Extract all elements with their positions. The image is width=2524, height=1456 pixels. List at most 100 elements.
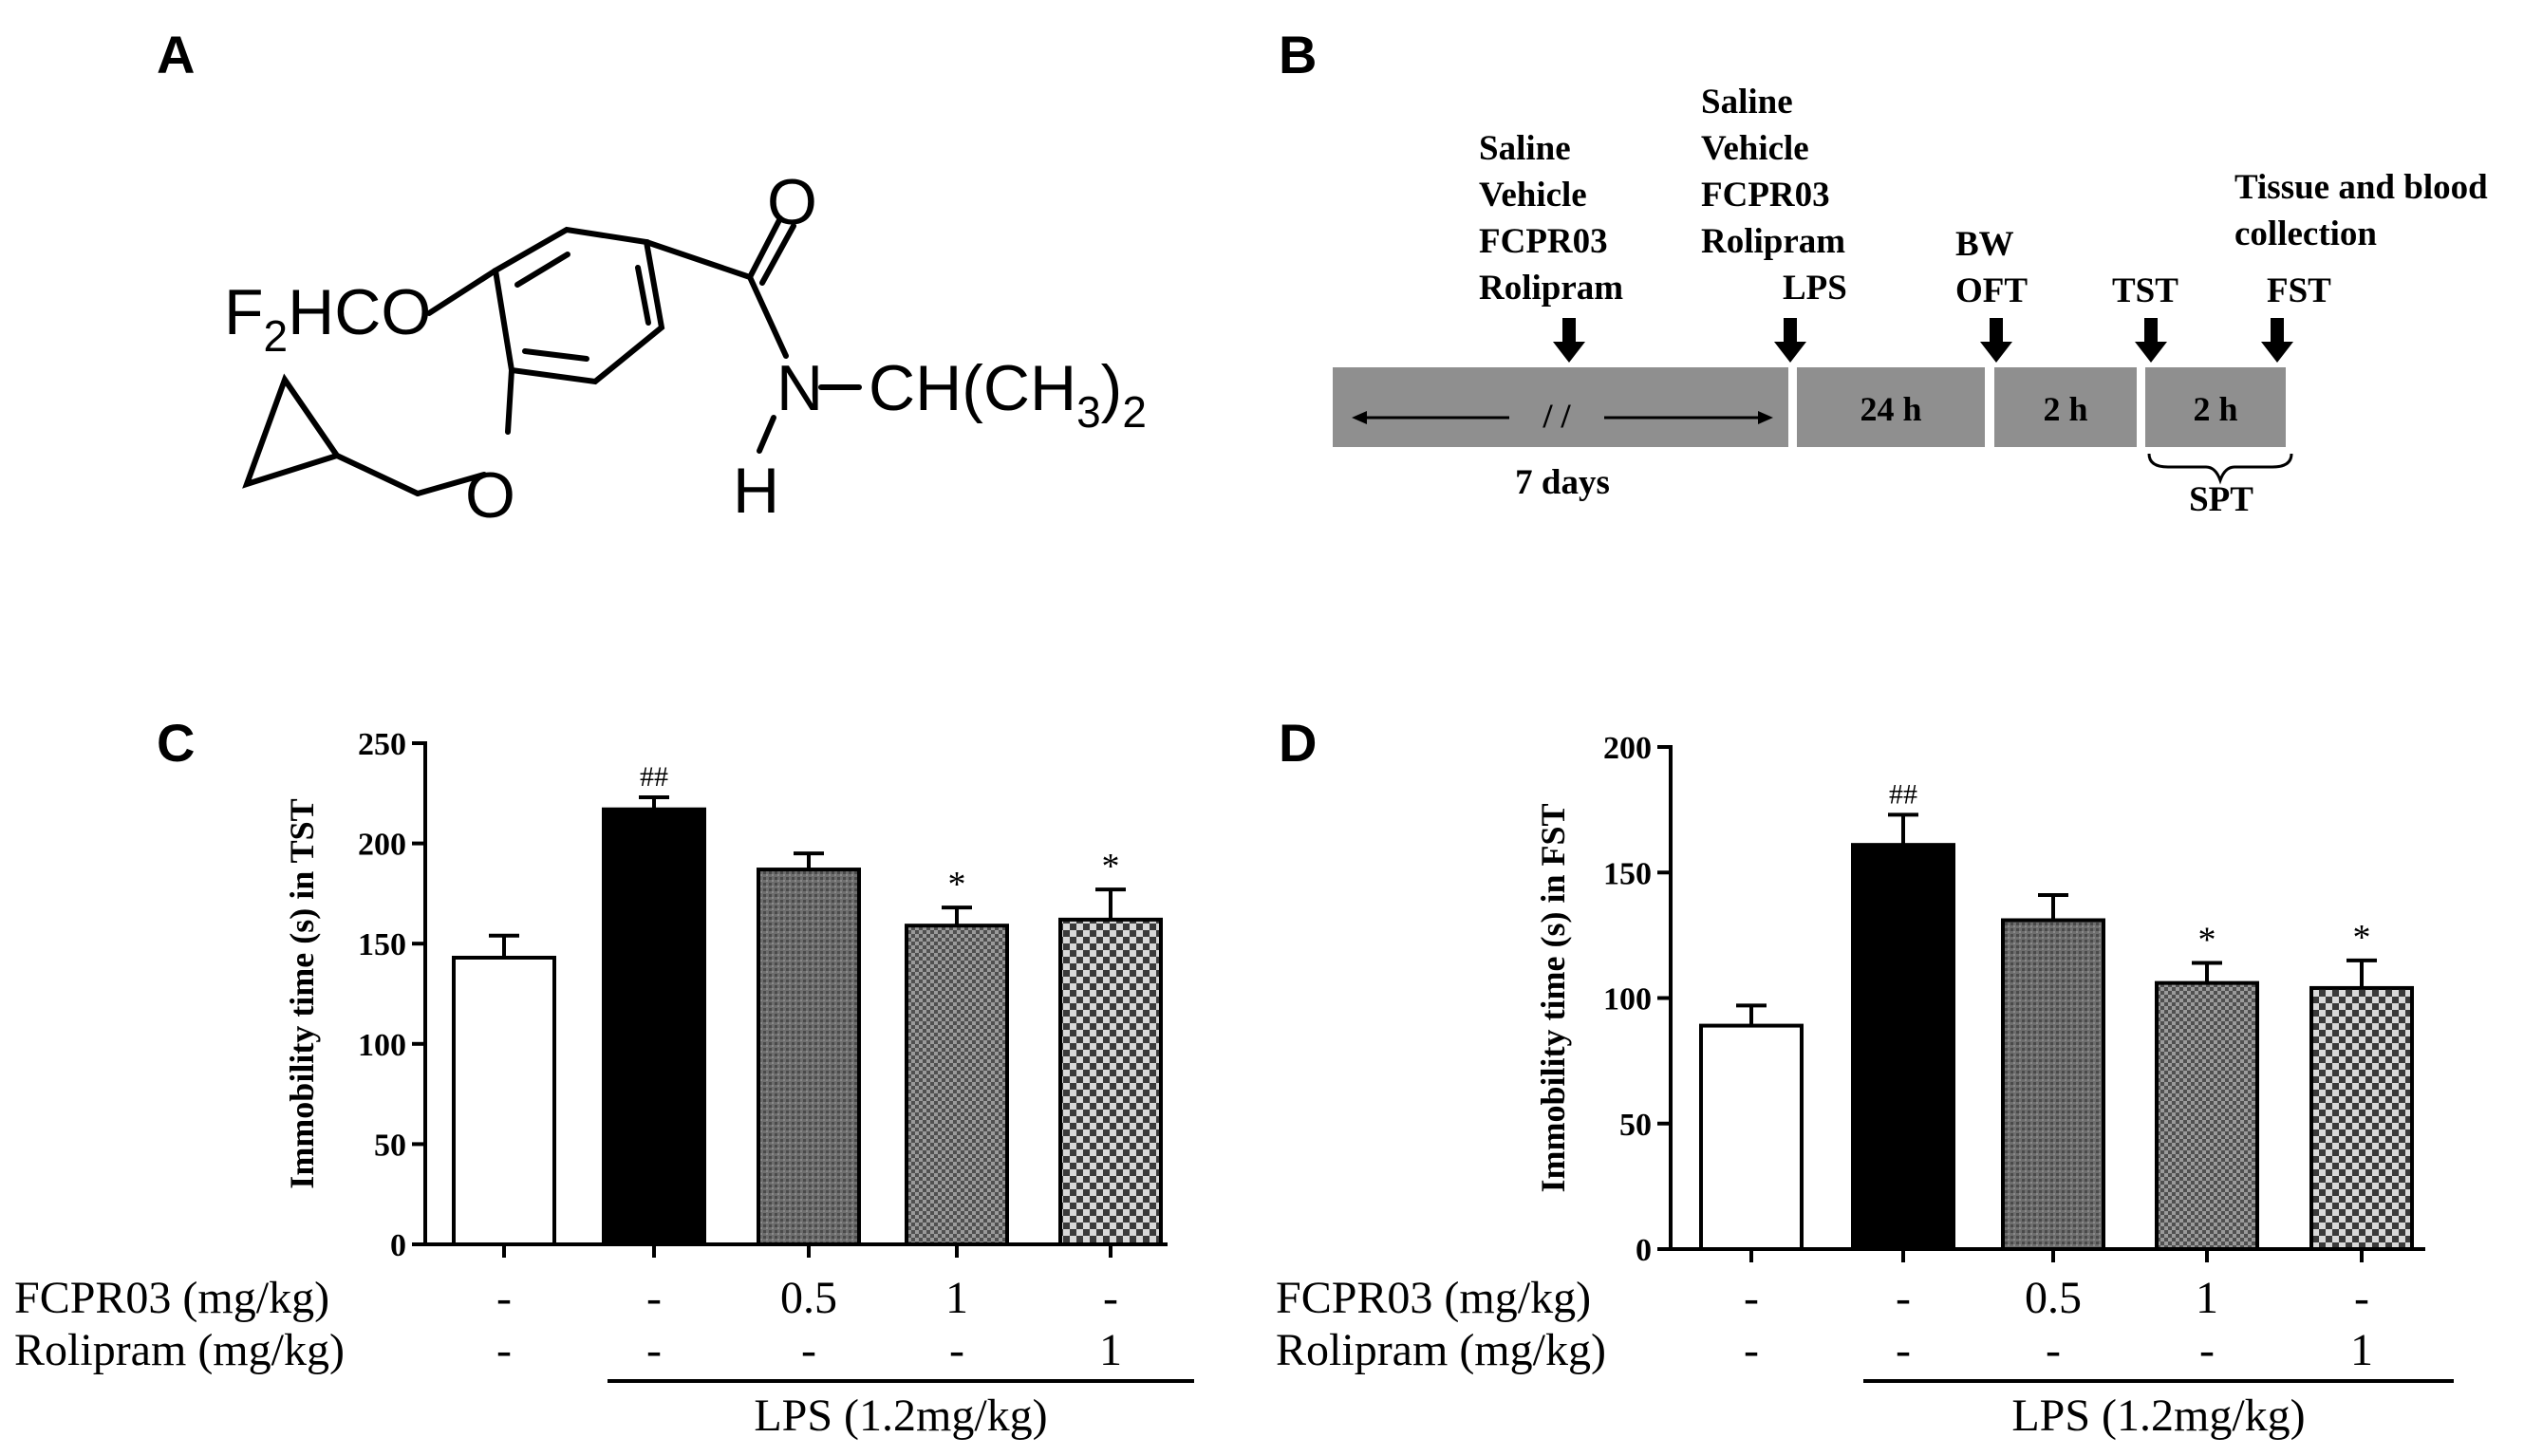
row-value: - xyxy=(1744,1273,1759,1323)
significance-label: * xyxy=(2198,920,2216,960)
group3-label-2: OFT xyxy=(1955,271,2028,310)
label-f2hco: F2HCO xyxy=(224,276,431,361)
y-axis-label: Immobility time (s) in FST xyxy=(1534,804,1572,1193)
label-fst: FST xyxy=(2267,271,2331,310)
bond-ch2 xyxy=(415,472,487,496)
bar xyxy=(1058,917,1163,1247)
row-value: - xyxy=(2354,1273,2369,1323)
bond-ocf2 xyxy=(426,268,498,316)
timeline-group3-labels: BW OFT xyxy=(1955,225,2028,310)
segment-label-24h: 24 h xyxy=(1860,390,1921,428)
panel-letter-c: C xyxy=(157,713,195,773)
y-tick-label: 200 xyxy=(1603,731,1652,766)
row-value: - xyxy=(496,1273,512,1323)
timeline-arrows xyxy=(1553,318,2293,363)
down-arrow-3 xyxy=(1980,318,2012,363)
row-value: - xyxy=(2046,1325,2061,1375)
group2-label-5: LPS xyxy=(1783,269,1847,308)
significance-label: * xyxy=(2353,918,2371,958)
y-tick-label: 0 xyxy=(390,1228,406,1263)
row-value: - xyxy=(1896,1325,1911,1375)
spt-brace xyxy=(2147,453,2293,485)
down-arrow-1 xyxy=(1553,318,1585,363)
bar xyxy=(2309,985,2414,1252)
bar xyxy=(757,868,861,1247)
bond-o-ether xyxy=(505,367,514,435)
bar xyxy=(2155,980,2259,1251)
span-arrowhead-right xyxy=(1758,411,1773,424)
row-value: 1 xyxy=(945,1273,968,1323)
bar xyxy=(1851,843,1955,1252)
row-label: FCPR03 (mg/kg) xyxy=(1276,1273,1591,1323)
label-isopropyl: CH(CH3)2 xyxy=(869,352,1147,437)
row-label: Rolipram (mg/kg) xyxy=(1276,1325,1606,1375)
y-tick-label: 50 xyxy=(374,1128,406,1163)
group2-label-1: Saline xyxy=(1701,83,1793,121)
timeline-group1-labels: Saline Vehicle FCPR03 Rolipram xyxy=(1479,129,1623,308)
row-value: - xyxy=(2199,1325,2215,1375)
group1-label-4: Rolipram xyxy=(1479,269,1623,308)
bar xyxy=(905,924,1009,1247)
span-arrowhead-left xyxy=(1352,411,1367,424)
row-value: - xyxy=(496,1325,512,1375)
segment-2h-a xyxy=(1994,367,2137,447)
row-value: - xyxy=(949,1325,964,1375)
bar xyxy=(602,807,706,1246)
row-value: - xyxy=(646,1325,662,1375)
row-value: 1 xyxy=(2350,1325,2373,1375)
label-tissue-2: collection xyxy=(2234,215,2377,253)
group1-label-2: Vehicle xyxy=(1479,176,1587,215)
segment-label-2h-a: 2 h xyxy=(2043,390,2087,428)
y-axis-label: Immobility time (s) in TST xyxy=(283,798,321,1188)
row-value: - xyxy=(646,1273,662,1323)
panel-letter-d: D xyxy=(1279,713,1317,773)
group1-label-3: FCPR03 xyxy=(1479,222,1608,261)
ring-double-bond-1 xyxy=(514,252,570,288)
ring-double-bond-2 xyxy=(635,265,651,326)
y-tick-label: 250 xyxy=(358,727,406,762)
significance-label: ## xyxy=(1889,778,1917,810)
group2-label-4: Rolipram xyxy=(1701,222,1845,261)
row-value: 1 xyxy=(1099,1325,1122,1375)
panel-c-chart: C 0 50 100 150 200 250 Immobility time (s) in … xyxy=(14,713,1194,1441)
row-value: 0.5 xyxy=(2025,1273,2082,1323)
panel-a: A F2HCO O O N H CH(CH3)2 xyxy=(157,25,1147,532)
down-arrow-2 xyxy=(1774,318,1806,363)
label-7-days: 7 days xyxy=(1515,463,1610,502)
bond-n-h xyxy=(757,415,776,454)
panel-b: B Saline Vehicle FCPR03 Rolipram Saline … xyxy=(1279,25,2488,519)
y-tick-label: 0 xyxy=(1636,1233,1652,1268)
bar xyxy=(452,955,556,1246)
bond-carbonyl-c xyxy=(644,239,753,280)
segment-24h xyxy=(1797,367,1985,447)
row-value: - xyxy=(1103,1273,1118,1323)
panel-letter-a: A xyxy=(157,25,195,84)
timeline-group2-labels: Saline Vehicle FCPR03 Rolipram LPS xyxy=(1701,83,1847,308)
bar xyxy=(2001,918,2105,1251)
group2-label-2: Vehicle xyxy=(1701,129,1809,168)
cyclopropyl-ring xyxy=(242,373,342,489)
label-carbonyl-o: O xyxy=(767,166,817,238)
row-label: Rolipram (mg/kg) xyxy=(14,1325,345,1375)
y-tick-label: 50 xyxy=(1619,1108,1652,1143)
y-tick-label: 100 xyxy=(358,1028,406,1063)
segment-label-2h-b: 2 h xyxy=(2193,390,2237,428)
panel-d-chart: D 0 50 100 150 200 Immobility time (s) in FST… xyxy=(1276,713,2454,1441)
row-value: 1 xyxy=(2196,1273,2218,1323)
down-arrow-4 xyxy=(2135,318,2167,363)
y-tick-label: 150 xyxy=(358,927,406,962)
timeline-bar: / / 24 h 2 h 2 h 7 days SPT xyxy=(1333,367,2293,519)
row-value: - xyxy=(1896,1273,1911,1323)
group3-label-1: BW xyxy=(1955,225,2014,264)
y-tick-label: 100 xyxy=(1603,982,1652,1017)
chemical-structure xyxy=(242,215,862,496)
row-value: - xyxy=(801,1325,816,1375)
row-value: - xyxy=(1744,1325,1759,1375)
lps-bracket-label: LPS (1.2mg/kg) xyxy=(2011,1391,2305,1441)
bond-c-o-2 xyxy=(759,223,796,286)
y-tick-label: 150 xyxy=(1603,856,1652,891)
bond-cyclopropyl xyxy=(334,453,421,496)
significance-label: * xyxy=(948,865,966,905)
ring-double-bond-3 xyxy=(522,348,589,362)
